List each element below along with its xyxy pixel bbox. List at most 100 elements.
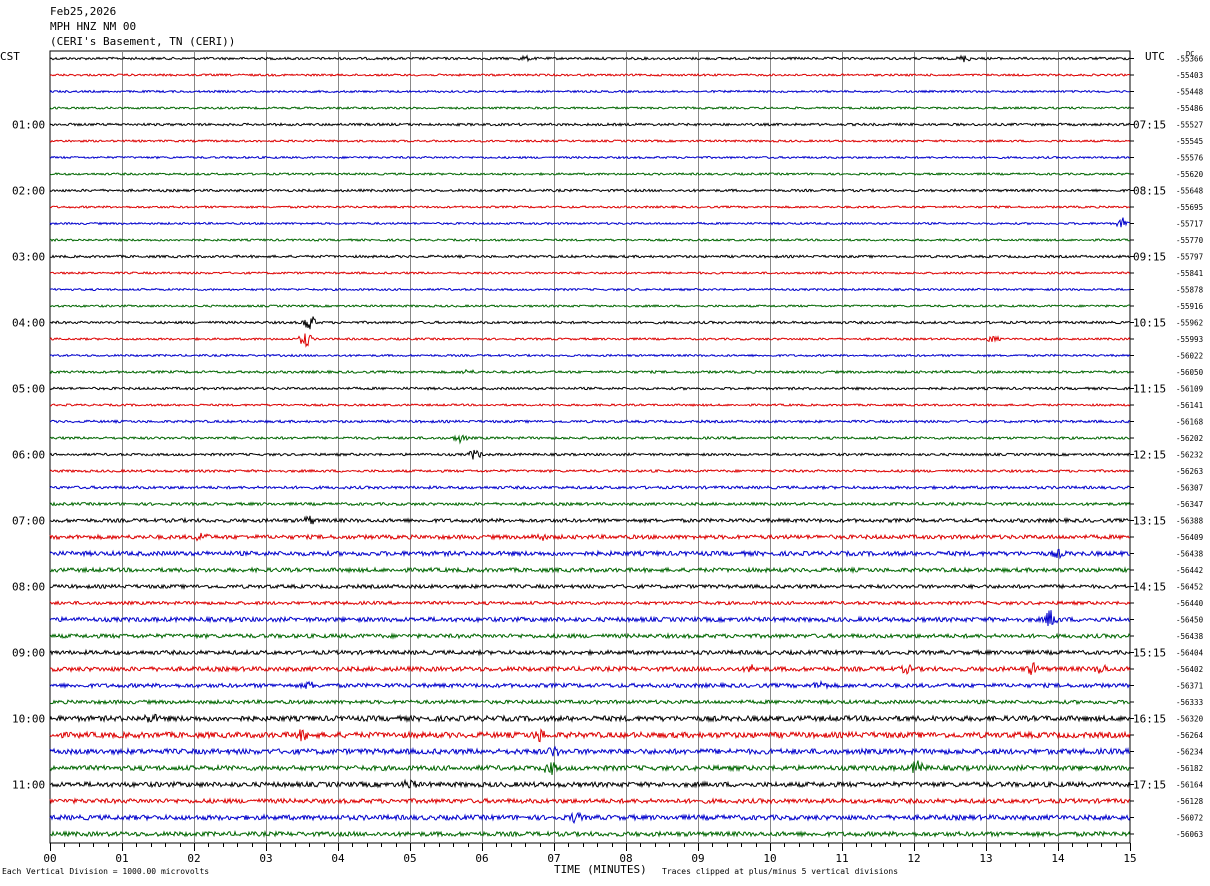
dc-offset-label: -55403 xyxy=(1176,71,1203,80)
trace-line xyxy=(49,830,1131,839)
clip-note: Traces clipped at plus/minus 5 vertical … xyxy=(662,867,899,876)
header: Feb25,2026 MPH HNZ NM 00 (CERI's Basemen… xyxy=(50,4,235,49)
dc-offset-label: -55916 xyxy=(1176,302,1204,311)
cst-hour-label: 11:00 xyxy=(12,779,45,792)
dc-offset-label: -56141 xyxy=(1176,401,1203,410)
dc-offset-label: -56182 xyxy=(1176,764,1203,773)
dc-offset-label: -56128 xyxy=(1176,797,1204,806)
trace-line xyxy=(49,419,1131,424)
dc-offset-label: -55545 xyxy=(1176,137,1203,146)
dc-offset-label: -56371 xyxy=(1176,682,1203,691)
trace-line xyxy=(49,237,1131,243)
dc-offset-label: -56072 xyxy=(1176,814,1203,823)
plot-frame xyxy=(49,50,1131,844)
dc-offset-label: -56264 xyxy=(1176,731,1204,740)
trace-line xyxy=(49,89,1130,94)
dc-offset-label: -56388 xyxy=(1176,517,1204,526)
dc-offset-label: -55717 xyxy=(1176,220,1203,229)
x-tick-label: 09 xyxy=(691,852,704,865)
trace-line xyxy=(49,304,1131,308)
x-tick-label: 07 xyxy=(547,852,560,865)
trace-line xyxy=(49,797,1131,805)
dc-offset-label: -56333 xyxy=(1176,698,1203,707)
trace-line xyxy=(49,333,1131,348)
trace-line xyxy=(49,745,1131,757)
dc-offset-label: -56232 xyxy=(1176,451,1203,460)
dc-offset-label: -55448 xyxy=(1176,88,1204,97)
trace-line xyxy=(49,811,1131,824)
utc-hour-label: 07:15 xyxy=(1133,119,1166,132)
trace-line xyxy=(49,468,1131,474)
trace-line xyxy=(49,662,1131,676)
trace-line xyxy=(49,778,1131,789)
trace-line xyxy=(49,484,1131,491)
trace-line xyxy=(49,760,1131,775)
cst-hour-label: 08:00 xyxy=(12,581,45,594)
dc-offset-label: -56202 xyxy=(1176,434,1203,443)
trace-line xyxy=(49,188,1130,193)
dc-offset-label: -56050 xyxy=(1176,368,1204,377)
cst-hour-label: 10:00 xyxy=(12,713,45,726)
trace-line xyxy=(49,600,1131,606)
dc-offset-label: -56440 xyxy=(1176,599,1204,608)
x-tick-label: 12 xyxy=(907,852,920,865)
utc-hour-label: 14:15 xyxy=(1133,581,1166,594)
x-tick-label: 08 xyxy=(619,852,632,865)
trace-line xyxy=(49,73,1131,77)
trace-line xyxy=(49,583,1131,591)
trace-line xyxy=(50,254,1131,259)
dc-offset-label: -55620 xyxy=(1176,170,1204,179)
utc-hour-label: 15:15 xyxy=(1133,647,1166,660)
dc-offset-label: -56022 xyxy=(1176,352,1203,361)
cst-hour-label: 09:00 xyxy=(12,647,45,660)
dc-offset-label: -56263 xyxy=(1176,467,1203,476)
utc-hour-label: 08:15 xyxy=(1133,185,1166,198)
dc-offset-label: -56063 xyxy=(1176,830,1203,839)
trace-line xyxy=(49,353,1131,358)
dc-offset-label: -55486 xyxy=(1176,104,1204,113)
trace-line xyxy=(49,316,1131,330)
trace-line xyxy=(49,632,1131,640)
dc-offset-label: -56164 xyxy=(1176,781,1204,790)
trace-line xyxy=(49,403,1131,408)
trace-line xyxy=(49,610,1131,627)
trace-line xyxy=(49,139,1131,143)
trace-line xyxy=(49,648,1131,657)
cst-hour-label: 03:00 xyxy=(12,251,45,264)
dc-offset-label: -56452 xyxy=(1176,583,1203,592)
dc-offset-label: -56320 xyxy=(1176,715,1204,724)
x-tick-label: 15 xyxy=(1123,852,1136,865)
trace-line xyxy=(49,217,1131,228)
location-label: (CERI's Basement, TN (CERI)) xyxy=(50,35,236,48)
x-tick-label: 06 xyxy=(475,852,488,865)
dc-offset-label: -55366 xyxy=(1176,55,1204,64)
dc-offset-label: -56438 xyxy=(1176,632,1204,641)
utc-hour-label: 13:15 xyxy=(1133,515,1166,528)
left-axis-label: CST xyxy=(0,50,20,63)
station-label: MPH HNZ NM 00 xyxy=(50,20,137,33)
x-tick-label: 04 xyxy=(331,852,345,865)
x-axis-title: TIME (MINUTES) xyxy=(554,863,647,876)
dc-offset-label: -55648 xyxy=(1176,187,1204,196)
dc-offset-label: -56442 xyxy=(1176,566,1203,575)
dc-offset-label: -55576 xyxy=(1176,154,1204,163)
dc-offset-label: -55878 xyxy=(1176,286,1204,295)
trace-line xyxy=(49,386,1131,391)
trace-line xyxy=(49,713,1131,723)
utc-hour-label: 09:15 xyxy=(1133,251,1166,264)
trace-line xyxy=(49,501,1131,507)
dc-offset-label: -55841 xyxy=(1176,269,1203,278)
utc-hour-label: 10:15 xyxy=(1133,317,1166,330)
trace-line xyxy=(49,434,1131,445)
utc-hour-label: 16:15 xyxy=(1133,713,1166,726)
dc-offset-label: -56450 xyxy=(1176,616,1204,625)
scale-note: Each Vertical Division = 1000.00 microvo… xyxy=(2,867,210,876)
cst-hour-label: 02:00 xyxy=(12,185,45,198)
trace-line xyxy=(49,54,1131,63)
cst-hour-label: 07:00 xyxy=(12,515,45,528)
x-tick-label: 11 xyxy=(835,852,848,865)
x-tick-label: 02 xyxy=(187,852,200,865)
dc-label: DC xyxy=(1186,50,1194,58)
trace-line xyxy=(49,106,1131,111)
trace-line xyxy=(49,287,1131,292)
